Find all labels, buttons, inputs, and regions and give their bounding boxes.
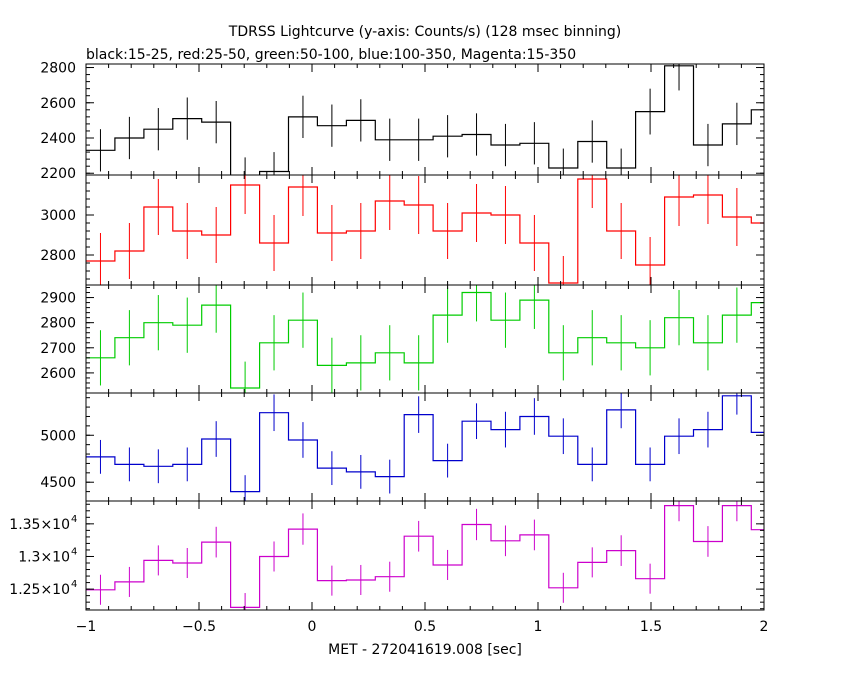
y-tick-label-exponent: 4 <box>71 579 77 590</box>
x-tick-label: 1.5 <box>640 619 662 635</box>
panel-2: 2600 2700 2800 2900 <box>40 284 765 394</box>
y-tick-label: 5000 <box>40 428 76 444</box>
chart-title: TDRSS Lightcurve (y-axis: Counts/s) (128… <box>228 24 621 40</box>
y-tick-label: 1.35×10 <box>9 517 70 533</box>
panel-series-3 <box>86 393 764 501</box>
panel-series-0 <box>86 64 764 175</box>
chart-subtitle: black:15-25, red:25-50, green:50-100, bl… <box>86 47 576 63</box>
y-tick-label: 2800 <box>40 248 76 264</box>
y-tick-label: 2800 <box>40 61 76 77</box>
x-tick-label: −1 <box>76 619 97 635</box>
panel-0: 2200 2400 2600 2800 <box>40 61 765 182</box>
y-tick-label: 2400 <box>40 131 76 147</box>
series-step-line <box>86 65 764 175</box>
panel-1: 2800 3000 <box>40 174 765 286</box>
panel-3: 4500 5000 <box>40 392 765 502</box>
series-step-line <box>86 178 764 284</box>
y-tick-label: 1.25×10 <box>9 582 70 598</box>
x-tick-label: 0 <box>308 619 317 635</box>
series-step-line <box>86 291 764 389</box>
y-tick-label-exponent: 4 <box>71 514 77 525</box>
panel-series-2 <box>86 285 764 393</box>
panel-series-4 <box>86 501 764 610</box>
x-tick-label: 1 <box>534 619 543 635</box>
x-tick-label: −0.5 <box>182 619 216 635</box>
y-tick-label: 3000 <box>40 208 76 224</box>
panel-frame-3 <box>85 392 765 502</box>
series-step-line <box>86 395 764 493</box>
y-tick-label-exponent: 4 <box>71 546 77 557</box>
y-tick-label: 2600 <box>40 96 76 112</box>
y-tick-label: 1.3×10 <box>18 549 70 565</box>
x-tick-label: 2 <box>760 619 769 635</box>
panel-series-1 <box>86 175 764 285</box>
x-axis-label: MET - 272041619.008 [sec] <box>328 642 522 658</box>
y-tick-label: 2600 <box>40 366 76 382</box>
y-tick-label: 2800 <box>40 316 76 332</box>
x-tick-label: 0.5 <box>414 619 436 635</box>
y-tick-label: 2200 <box>40 166 76 182</box>
y-tick-label: 2700 <box>40 341 76 357</box>
panels-group: 2200 2400 2600 2800 2800 3000 2600 2700 2800 2900… <box>9 61 769 635</box>
y-tick-label: 2900 <box>40 291 76 307</box>
series-step-line <box>86 505 764 608</box>
panel-4: 1.25×10 41.3×10 41.35×10 4 <box>9 500 765 611</box>
y-tick-label: 4500 <box>40 475 76 491</box>
